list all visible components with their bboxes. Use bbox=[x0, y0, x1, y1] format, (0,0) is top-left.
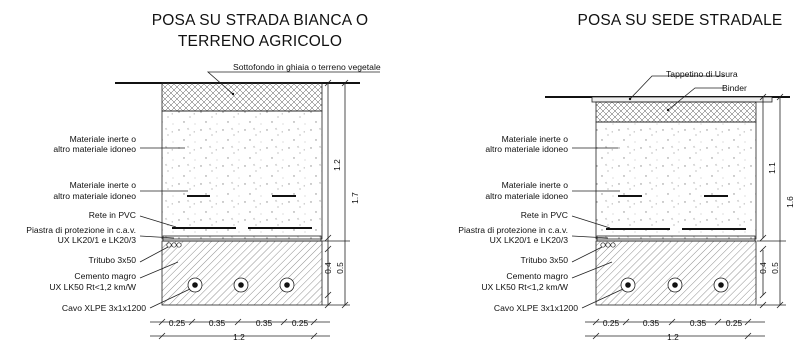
right-dim-w2: 0.35 bbox=[643, 318, 660, 328]
left-label-inert-2-line1: Materiale inerte o bbox=[70, 180, 137, 190]
left-title-line2: TERRENO AGRICOLO bbox=[177, 33, 343, 50]
right-label-binder: Binder bbox=[722, 83, 747, 93]
right-dim-w1: 0.25 bbox=[603, 318, 620, 328]
left-label-piastra-line1: Piastra di protezione in c.a.v. bbox=[26, 225, 136, 235]
left-dim-w4: 0.25 bbox=[292, 318, 309, 328]
left-label-cavo: Cavo XLPE 3x1x1200 bbox=[62, 303, 146, 313]
left-dim-total: 1.7 bbox=[350, 192, 360, 204]
right-label-rete: Rete in PVC bbox=[521, 210, 568, 220]
left-dim-w1: 0.25 bbox=[169, 318, 186, 328]
right-title-line1: POSA SU SEDE STRADALE bbox=[577, 12, 783, 29]
right-dim-width-total: 1.2 bbox=[667, 332, 679, 340]
left-cable-3-icon bbox=[279, 277, 295, 293]
left-section: 1.2 1.7 0.4 0.5 0.25 0.35 0.35 0.25 1.2 bbox=[26, 62, 381, 340]
right-label-inert-2-line1: Materiale inerte o bbox=[502, 180, 569, 190]
right-label-inert-1-line1: Materiale inerte o bbox=[502, 134, 569, 144]
right-label-piastra-line2: UX LK20/1 e LK20/3 bbox=[490, 235, 569, 245]
left-label-inert-1-line1: Materiale inerte o bbox=[70, 134, 137, 144]
right-label-inert-1-line2: altro materiale idoneo bbox=[485, 144, 568, 154]
right-title: POSA SU SEDE STRADALE bbox=[555, 10, 805, 31]
left-cable-1-icon bbox=[187, 277, 203, 293]
left-label-cemento-line2: UX LK50 Rt<1,2 km/W bbox=[49, 282, 137, 292]
left-label-cemento-line1: Cemento magro bbox=[74, 271, 136, 281]
right-cable-1-icon bbox=[620, 277, 636, 293]
right-cable-2-icon bbox=[667, 277, 683, 293]
right-dim-w4: 0.25 bbox=[726, 318, 743, 328]
left-cable-2-icon bbox=[233, 277, 249, 293]
left-gravel-layer bbox=[161, 82, 323, 112]
right-label-cemento-line2: UX LK50 Rt<1,2 km/W bbox=[481, 282, 569, 292]
right-label-tappetino: Tappetino di Usura bbox=[666, 69, 738, 79]
right-dim-small-b: 0.5 bbox=[770, 262, 780, 274]
right-label-piastra-line1: Piastra di protezione in c.a.v. bbox=[458, 225, 568, 235]
left-inert-fill bbox=[161, 110, 323, 240]
right-dim-total: 1.6 bbox=[785, 196, 795, 208]
right-label-cemento-line1: Cemento magro bbox=[506, 271, 568, 281]
left-dim-upper: 1.2 bbox=[332, 159, 342, 171]
right-wearing-course bbox=[591, 96, 773, 103]
left-label-inert-1-line2: altro materiale idoneo bbox=[53, 144, 136, 154]
left-title: POSA SU STRADA BIANCA O TERRENO AGRICOLO bbox=[120, 10, 400, 52]
right-dim-upper: 1.1 bbox=[767, 162, 777, 174]
left-title-line1: POSA SU STRADA BIANCA O bbox=[151, 12, 369, 29]
left-dim-small-b: 0.5 bbox=[335, 262, 345, 274]
left-label-rete: Rete in PVC bbox=[89, 210, 136, 220]
right-lean-concrete bbox=[595, 240, 757, 306]
left-dim-small-a: 0.4 bbox=[323, 262, 333, 274]
right-dim-small-a: 0.4 bbox=[758, 262, 768, 274]
left-label-surface: Sottofondo in ghiaia o terreno vegetale bbox=[233, 62, 381, 72]
left-label-piastra-line2: UX LK20/1 e LK20/3 bbox=[58, 235, 137, 245]
right-section: 1.1 1.6 0.4 0.5 0.25 0.35 0.35 0.25 1.2 bbox=[458, 69, 795, 340]
left-label-inert-2-line2: altro materiale idoneo bbox=[53, 191, 136, 201]
left-lean-concrete bbox=[161, 240, 323, 306]
left-tritubo-icon bbox=[166, 242, 182, 248]
left-label-tritubo: Tritubo 3x50 bbox=[89, 255, 137, 265]
left-dim-width-total: 1.2 bbox=[233, 332, 245, 340]
left-dim-w2: 0.35 bbox=[209, 318, 226, 328]
left-dim-w3: 0.35 bbox=[256, 318, 273, 328]
right-dim-w3: 0.35 bbox=[690, 318, 707, 328]
right-inert-fill bbox=[595, 121, 757, 240]
right-cable-3-icon bbox=[713, 277, 729, 293]
right-label-cavo: Cavo XLPE 3x1x1200 bbox=[494, 303, 578, 313]
right-label-tritubo: Tritubo 3x50 bbox=[521, 255, 569, 265]
right-binder-layer bbox=[595, 101, 757, 123]
right-label-inert-2-line2: altro materiale idoneo bbox=[485, 191, 568, 201]
right-tritubo-icon bbox=[600, 242, 616, 248]
